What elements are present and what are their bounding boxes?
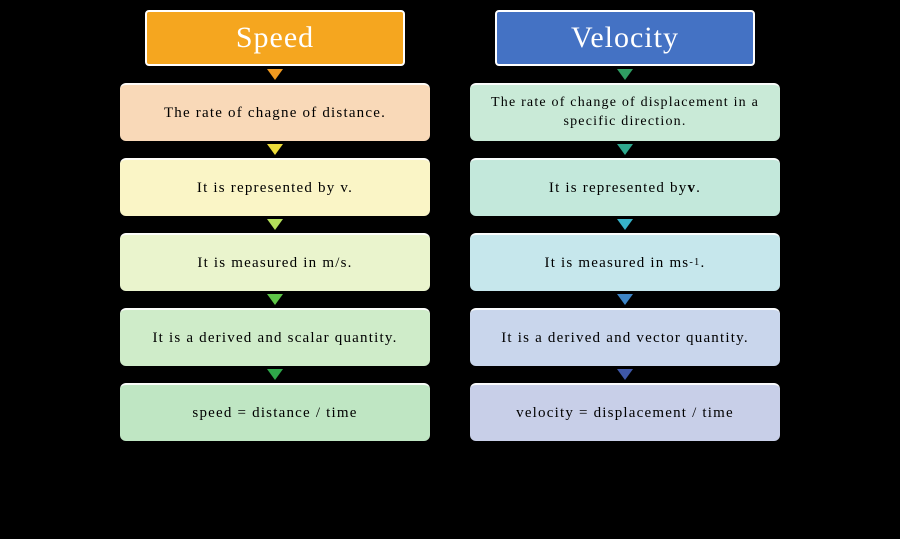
velocity-header: Velocity (495, 10, 755, 66)
speed-card-definition: The rate of chagne of distance. (120, 83, 430, 141)
arrow-icon (617, 369, 633, 380)
speed-card-formula: speed = distance / time (120, 383, 430, 441)
arrow-icon (267, 144, 283, 155)
arrow-icon (267, 294, 283, 305)
velocity-card-definition: The rate of change of displacement in a … (470, 83, 780, 141)
velocity-card-unit: It is measured in ms-1. (470, 233, 780, 291)
arrow-icon (617, 219, 633, 230)
speed-card-symbol: It is represented by v. (120, 158, 430, 216)
velocity-card-symbol: It is represented by v. (470, 158, 780, 216)
arrow-icon (267, 369, 283, 380)
arrow-icon (267, 69, 283, 80)
arrow-icon (617, 69, 633, 80)
speed-column: Speed The rate of chagne of distance. It… (120, 10, 430, 529)
arrow-icon (617, 294, 633, 305)
arrow-icon (617, 144, 633, 155)
speed-card-unit: It is measured in m/s. (120, 233, 430, 291)
speed-header: Speed (145, 10, 405, 66)
velocity-column: Velocity The rate of change of displacem… (470, 10, 780, 529)
velocity-card-formula: velocity = displacement / time (470, 383, 780, 441)
arrow-icon (267, 219, 283, 230)
speed-card-quantity: It is a derived and scalar quantity. (120, 308, 430, 366)
velocity-card-quantity: It is a derived and vector quantity. (470, 308, 780, 366)
